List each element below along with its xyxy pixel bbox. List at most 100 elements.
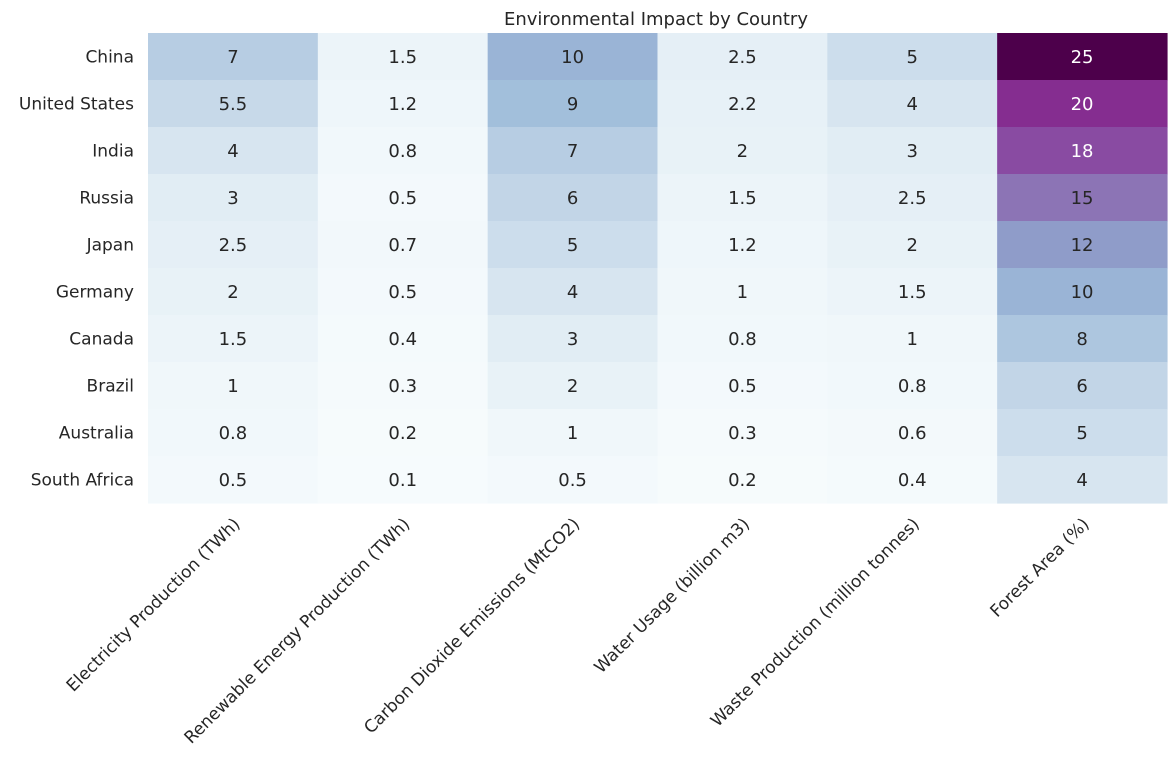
cell-value-label: 2.2 [728,94,757,115]
heatmap-cell-japan-3 [657,221,828,269]
cell-value-label: 2.5 [219,235,248,256]
heatmap-cell-canada-1 [317,315,489,363]
cell-value-label: 18 [1071,141,1094,162]
heatmap-cell-australia-2 [487,409,659,457]
heatmap-cell-canada-3 [657,315,828,363]
heatmap-cell-brazil-2 [487,362,659,410]
cell-value-label: 0.5 [388,188,417,209]
row-label-canada: Canada [69,330,134,350]
column-label-forest-area: Forest Area (%) [986,514,1093,621]
heatmap-cell-china-3 [657,33,828,81]
heatmap-cell-canada-0 [148,315,319,363]
heatmap-cell-germany-5 [997,268,1168,316]
cell-value-label: 10 [1071,282,1094,303]
cell-value-label: 1.2 [728,235,757,256]
cell-value-label: 5 [1076,423,1087,444]
column-label-water-usage-billion-m3: Water Usage (billion m3) [591,514,754,677]
heatmap-cell-russia-3 [657,174,828,222]
cell-value-label: 0.8 [388,141,417,162]
heatmap-cell-russia-5 [997,174,1168,222]
cell-value-label: 5 [907,47,918,68]
cell-value-label: 0.3 [388,376,417,397]
cell-value-label: 2.5 [898,188,927,209]
heatmap-cell-australia-0 [148,409,319,457]
cell-value-label: 10 [561,47,584,68]
cell-value-label: 3 [227,188,238,209]
row-label-russia: Russia [79,189,134,209]
cell-value-label: 1.5 [898,282,927,303]
heatmap-cell-australia-3 [657,409,828,457]
cell-value-label: 20 [1071,94,1094,115]
heatmap-cell-united-states-1 [317,80,489,128]
heatmap-cell-united-states-2 [487,80,659,128]
heatmap-cell-united-states-5 [997,80,1168,128]
row-label-australia: Australia [59,424,134,444]
heatmap-cell-germany-1 [317,268,489,316]
cell-value-label: 0.1 [388,470,417,491]
cell-value-label: 8 [1076,329,1087,350]
row-label-united-states: United States [19,95,134,115]
heatmap-cell-russia-0 [148,174,319,222]
heatmap-cell-russia-1 [317,174,489,222]
cell-value-label: 0.8 [898,376,927,397]
heatmap-cell-brazil-1 [317,362,489,410]
cell-value-label: 6 [1076,376,1087,397]
cell-value-label: 2.5 [728,47,757,68]
column-label-electricity-production-twh: Electricity Production (TWh) [63,514,245,696]
cell-value-label: 0.2 [388,423,417,444]
heatmap-cell-india-3 [657,127,828,175]
heatmap-cell-united-states-3 [657,80,828,128]
cell-value-label: 2 [737,141,748,162]
heatmap-cell-china-0 [148,33,319,81]
cell-value-label: 0.4 [898,470,927,491]
cell-value-label: 1.2 [388,94,417,115]
heatmap-cell-china-5 [997,33,1168,81]
heatmap-cell-brazil-5 [997,362,1168,410]
heatmap-cell-japan-1 [317,221,489,269]
heatmap-cell-india-4 [827,127,998,175]
column-tick-labels: Electricity Production (TWh)Renewable En… [63,514,1094,748]
cell-value-label: 1 [907,329,918,350]
cell-value-label: 0.5 [558,470,587,491]
chart-title: Environmental Impact by Country [504,9,808,30]
cell-value-label: 1.5 [388,47,417,68]
heatmap-cell-russia-2 [487,174,659,222]
cell-value-label: 0.7 [388,235,417,256]
row-label-india: India [92,142,134,162]
heatmap-cell-brazil-3 [657,362,828,410]
row-label-germany: Germany [56,283,134,303]
heatmap-cell-south-africa-1 [317,456,489,504]
cell-value-label: 1 [227,376,238,397]
heatmap-cell-australia-5 [997,409,1168,457]
cell-value-label: 4 [907,94,918,115]
heatmap-cell-india-0 [148,127,319,175]
cell-value-label: 7 [227,47,238,68]
heatmap-cell-india-5 [997,127,1168,175]
cell-value-label: 0.5 [388,282,417,303]
heatmap-cell-germany-2 [487,268,659,316]
cell-value-label: 1 [737,282,748,303]
heatmap-cell-australia-4 [827,409,998,457]
cell-value-label: 9 [567,94,578,115]
row-label-china: China [85,48,134,68]
column-label-waste-production-million-tonnes: Waste Production (million tonnes) [707,514,924,731]
cell-value-label: 0.3 [728,423,757,444]
cell-value-label: 1.5 [728,188,757,209]
cell-value-label: 4 [567,282,578,303]
heatmap-cell-brazil-4 [827,362,998,410]
heatmap-cell-germany-3 [657,268,828,316]
cell-value-label: 0.8 [219,423,248,444]
cell-value-label: 2 [567,376,578,397]
heatmap-cell-canada-4 [827,315,998,363]
cell-value-label: 0.6 [898,423,927,444]
cell-value-label: 6 [567,188,578,209]
cell-value-label: 5.5 [219,94,248,115]
heatmap-cell-australia-1 [317,409,489,457]
cell-value-label: 0.5 [728,376,757,397]
cell-value-label: 12 [1071,235,1094,256]
heatmap-cell-canada-2 [487,315,659,363]
heatmap-cell-united-states-4 [827,80,998,128]
cell-value-label: 0.8 [728,329,757,350]
heatmap-cell-japan-2 [487,221,659,269]
